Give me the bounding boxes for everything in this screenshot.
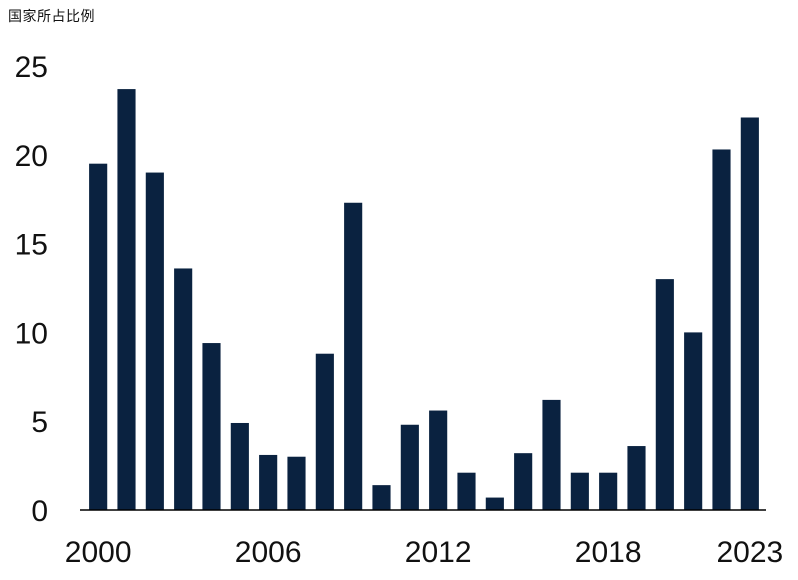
bar-2017 <box>570 472 589 510</box>
bar-2015 <box>514 453 533 510</box>
x-tick-label: 2023 <box>716 536 783 569</box>
y-tick-label: 0 <box>31 495 48 528</box>
bar-2013 <box>457 472 476 510</box>
y-tick-label: 10 <box>15 317 48 350</box>
x-axis-ticks: 2000 2006 2012 2018 2023 <box>65 536 783 569</box>
bar-2020 <box>655 279 674 510</box>
chart-title: 国家所占比例 <box>8 9 95 25</box>
y-tick-label: 25 <box>15 51 48 84</box>
y-tick-label: 20 <box>15 140 48 173</box>
bar-2001 <box>117 89 136 510</box>
bar-2014 <box>485 497 504 510</box>
x-tick-label: 2000 <box>65 536 132 569</box>
bar-2016 <box>542 399 561 510</box>
x-tick-label: 2012 <box>405 536 472 569</box>
bar-2018 <box>599 472 618 510</box>
bar-2006 <box>259 454 278 510</box>
x-tick-label: 2006 <box>235 536 302 569</box>
bar-2019 <box>627 446 646 510</box>
bar-2000 <box>89 163 108 510</box>
bar-2012 <box>429 410 448 510</box>
bar-2022 <box>712 149 731 510</box>
bar-2005 <box>230 422 249 510</box>
bar-2011 <box>400 424 419 510</box>
x-tick-label: 2018 <box>575 536 642 569</box>
bar-2003 <box>174 268 193 510</box>
bar-2023 <box>740 117 759 510</box>
bar-2007 <box>287 456 306 510</box>
y-tick-label: 15 <box>15 229 48 262</box>
y-tick-label: 5 <box>31 406 48 439</box>
bar-2009 <box>344 202 363 510</box>
bar-2002 <box>145 172 164 510</box>
bar-2021 <box>684 332 703 510</box>
bar-2004 <box>202 343 221 510</box>
y-axis-ticks: 0 5 10 15 20 25 <box>15 51 48 528</box>
bar-series <box>89 89 759 510</box>
bar-2010 <box>372 485 391 510</box>
bar-2008 <box>315 353 334 510</box>
